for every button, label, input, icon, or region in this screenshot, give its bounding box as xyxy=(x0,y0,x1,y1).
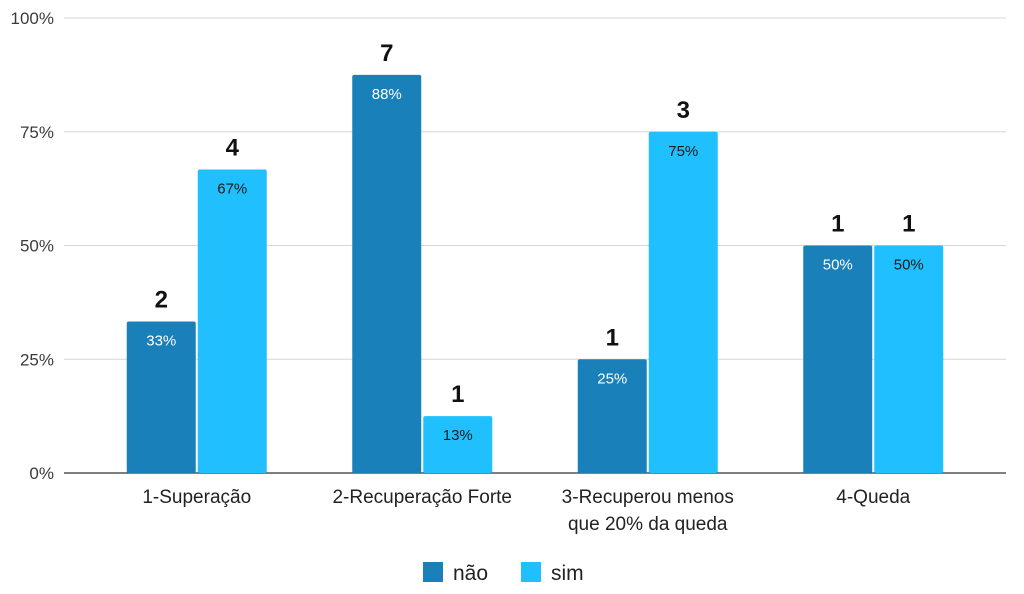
x-category-label: 4-Queda xyxy=(836,487,910,508)
bar-percent-label: 88% xyxy=(372,86,402,103)
bars xyxy=(126,74,944,473)
y-tick-label: 100% xyxy=(11,9,54,28)
bar-sim-1 xyxy=(197,169,267,473)
bar-não-3 xyxy=(577,359,647,473)
bar-percent-label: 50% xyxy=(894,257,924,274)
x-category-label: 3-Recuperou menos xyxy=(562,487,734,508)
y-tick-label: 75% xyxy=(20,123,54,142)
bar-count-label: 1 xyxy=(831,211,844,238)
y-tick-label: 25% xyxy=(20,350,54,369)
bar-percent-label: 75% xyxy=(668,143,698,160)
bar-percent-label: 67% xyxy=(217,181,247,198)
legend-swatch-sim xyxy=(521,562,541,582)
bar-sim-2 xyxy=(423,416,493,473)
bar-percent-label: 13% xyxy=(443,427,473,444)
y-axis-ticks: 0% 25% 50% 75% 100% xyxy=(11,9,54,483)
bar-count-label: 3 xyxy=(677,97,690,124)
bar-count-label: 2 xyxy=(155,286,168,313)
legend-label-sim: sim xyxy=(551,562,584,585)
bar-count-label: 7 xyxy=(380,40,393,67)
x-axis-categories: 1-Superação 2-Recuperação Forte 3-Recupero… xyxy=(142,487,910,535)
bar-percent-label: 33% xyxy=(146,332,176,349)
bar-sim-3 xyxy=(648,131,718,473)
bar-não-4 xyxy=(803,245,873,473)
x-category-label: que 20% da queda xyxy=(568,514,728,535)
legend-label-não: não xyxy=(453,562,488,585)
y-tick-label: 50% xyxy=(20,237,54,256)
bar-count-label: 1 xyxy=(451,381,464,408)
bar-count-label: 4 xyxy=(226,135,240,162)
legend-swatch-não xyxy=(423,562,443,582)
bar-não-2 xyxy=(352,74,422,473)
bar-percent-label: 25% xyxy=(597,370,627,387)
bar-count-label: 1 xyxy=(902,211,915,238)
x-category-label: 2-Recuperação Forte xyxy=(332,487,512,508)
x-category-label: 1-Superação xyxy=(142,487,251,508)
bar-não-1 xyxy=(126,321,196,473)
bar-sim-4 xyxy=(874,245,944,473)
y-tick-label: 0% xyxy=(29,464,54,483)
bar-count-label: 1 xyxy=(606,324,619,351)
legend: não sim xyxy=(423,562,584,585)
bar-percent-label: 50% xyxy=(823,257,853,274)
data-labels: 33% 2 67% 4 88% 7 13% 1 25% 1 75% 3 50% 1 50% 1 xyxy=(146,40,924,444)
